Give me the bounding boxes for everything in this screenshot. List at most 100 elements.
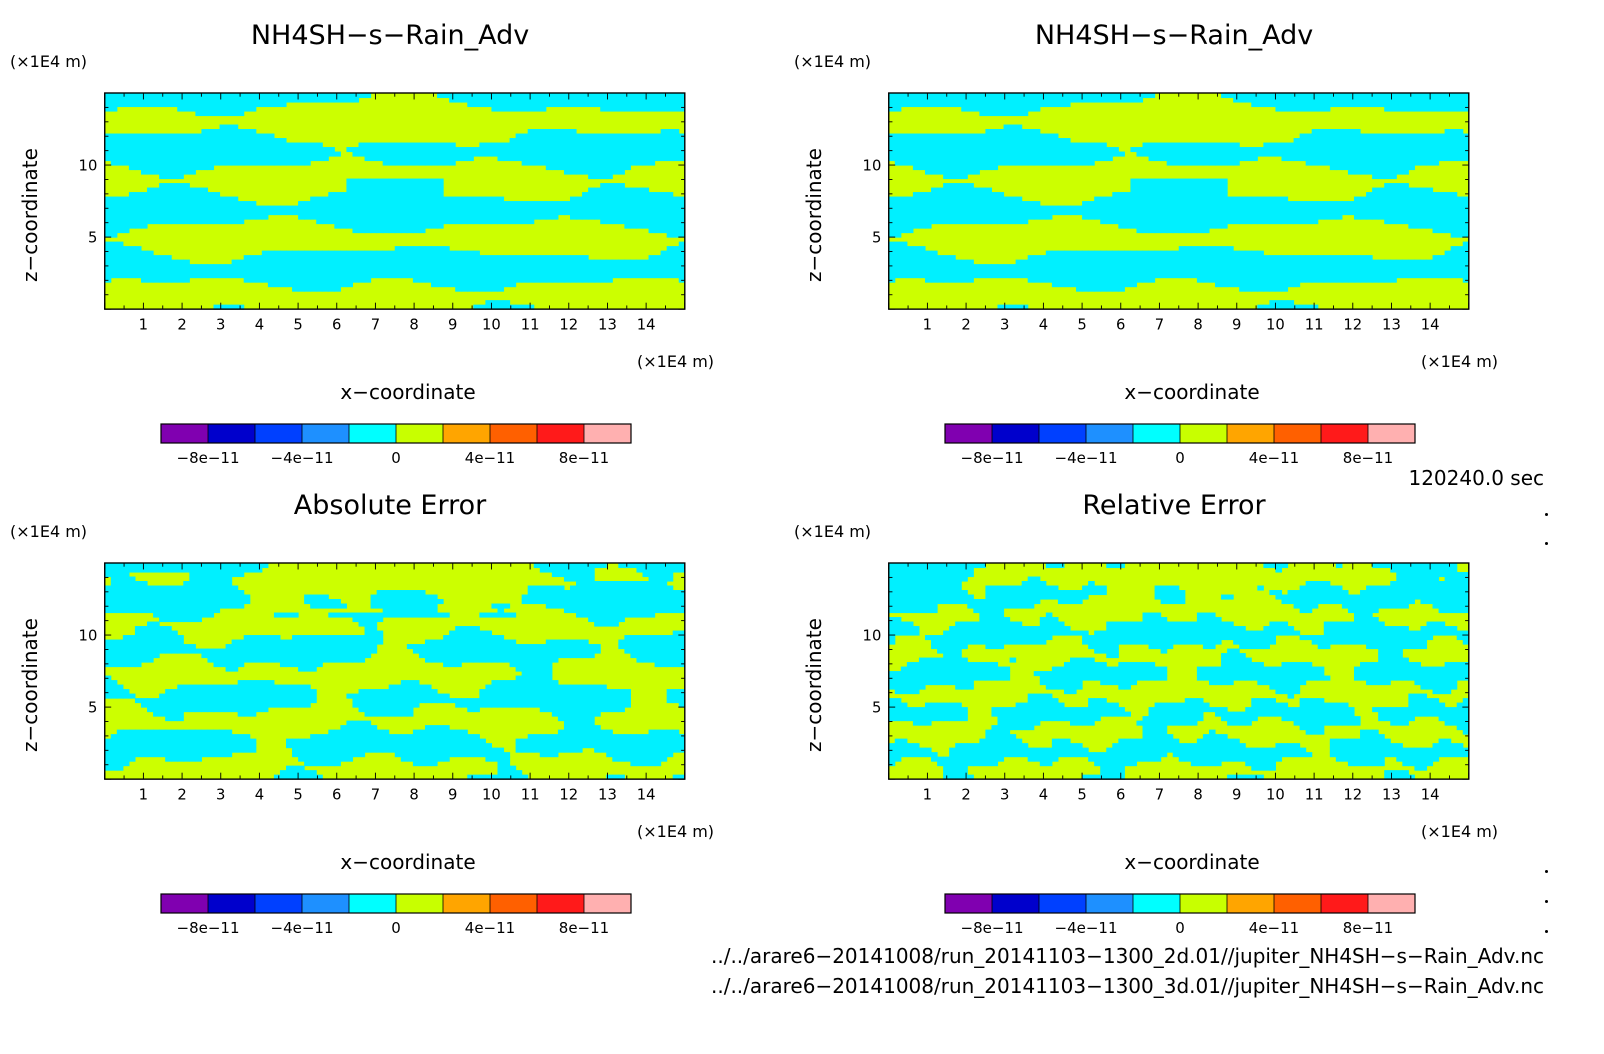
x-axis-label: x−coordinate (1124, 850, 1260, 874)
x-tick-label: 10 (1266, 786, 1285, 803)
contour-field (888, 93, 1470, 310)
contour-field (104, 563, 686, 780)
colorbar-swatch (208, 424, 256, 443)
colorbar-swatch (537, 894, 585, 913)
x-tick-label: 11 (1305, 786, 1324, 803)
file-path-2d: ../../arare6−20141008/run_20141103−1300_… (710, 944, 1544, 968)
panel-title: Relative Error (1082, 490, 1266, 521)
x-tick-label: 11 (521, 316, 540, 333)
x-tick-label: 1 (923, 316, 932, 333)
x-tick-label: 7 (1155, 786, 1164, 803)
colorbar: −8e−11 −4e−11 0 4e−11 8e−11 (944, 423, 1416, 467)
colorbar-swatch (1180, 894, 1228, 913)
x-unit: (×1E4 m) (1421, 352, 1499, 371)
x-tick-label: 8 (409, 316, 418, 333)
x-tick-label: 4 (1039, 316, 1048, 333)
panel-top-right: NH4SH−s−Rain_Adv (×1E4 m) z−coordinate 1… (784, 0, 1564, 470)
colorbar-swatch (396, 424, 444, 443)
x-tick-label: 7 (1155, 316, 1164, 333)
colorbar-label: 8e−11 (1343, 449, 1393, 467)
x-tick-label: 11 (1305, 316, 1324, 333)
x-axis-label: x−coordinate (1124, 380, 1260, 404)
x-tick-label: 3 (1000, 316, 1009, 333)
x-tick-label: 11 (521, 786, 540, 803)
x-tick-label: 14 (637, 316, 656, 333)
x-tick-label: 6 (332, 316, 341, 333)
x-tick-label: 10 (1266, 316, 1285, 333)
x-tick-label: 4 (255, 786, 264, 803)
x-tick-label: 10 (482, 316, 501, 333)
x-unit: (×1E4 m) (1421, 822, 1499, 841)
x-tick-label: 4 (255, 316, 264, 333)
file-path-3d: ../../arare6−20141008/run_20141103−1300_… (710, 974, 1544, 998)
y-tick-label: 5 (88, 230, 97, 247)
colorbar-swatch (1086, 424, 1134, 443)
x-tick-label: 6 (332, 786, 341, 803)
y-tick-label: 10 (863, 628, 882, 645)
x-tick-label: 2 (177, 786, 186, 803)
colorbar-swatch (992, 424, 1040, 443)
x-tick-label: 3 (216, 786, 225, 803)
panel-title: Absolute Error (293, 490, 487, 521)
colorbar-label: 0 (1175, 919, 1185, 937)
colorbar-label: −4e−11 (271, 449, 334, 467)
colorbar-swatch (584, 424, 632, 443)
colorbar-swatch (1321, 894, 1369, 913)
x-tick-label: 8 (1193, 316, 1202, 333)
colorbar-swatch (208, 894, 256, 913)
colorbar-label: −8e−11 (961, 919, 1024, 937)
y-tick-label: 5 (872, 700, 881, 717)
x-tick-label: 12 (1343, 786, 1362, 803)
x-tick-label: 5 (293, 316, 302, 333)
colorbar-label: −4e−11 (1055, 919, 1118, 937)
x-tick-label: 5 (293, 786, 302, 803)
colorbar-swatch (396, 894, 444, 913)
y-axis-label: z−coordinate (802, 148, 826, 282)
x-tick-label: 8 (1193, 786, 1202, 803)
colorbar-label: 0 (391, 449, 401, 467)
colorbar-label: 4e−11 (1249, 449, 1299, 467)
colorbar-label: 8e−11 (559, 919, 609, 937)
x-tick-label: 10 (482, 786, 501, 803)
y-unit: (×1E4 m) (10, 522, 88, 541)
decor-dot (1545, 900, 1548, 903)
x-tick-label: 12 (559, 786, 578, 803)
colorbar-swatch (1086, 894, 1134, 913)
x-tick-label: 12 (559, 316, 578, 333)
colorbar-swatch (945, 894, 993, 913)
colorbar-swatch (1133, 424, 1181, 443)
colorbar-swatch (1274, 424, 1322, 443)
colorbar-swatch (1274, 894, 1322, 913)
y-tick-label: 10 (863, 158, 882, 175)
x-tick-label: 1 (139, 786, 148, 803)
y-unit: (×1E4 m) (794, 522, 872, 541)
colorbar-label: 4e−11 (465, 919, 515, 937)
panel-title: NH4SH−s−Rain_Adv (1034, 20, 1314, 51)
y-unit: (×1E4 m) (10, 52, 88, 71)
x-tick-label: 3 (1000, 786, 1009, 803)
colorbar-swatch (349, 894, 397, 913)
colorbar-label: −8e−11 (961, 449, 1024, 467)
x-tick-label: 6 (1116, 316, 1125, 333)
x-axis-label: x−coordinate (340, 380, 476, 404)
decor-dot (1545, 930, 1548, 933)
x-tick-label: 14 (1421, 316, 1440, 333)
colorbar-swatch (302, 424, 350, 443)
x-tick-label: 9 (1232, 786, 1241, 803)
colorbar-swatch (584, 894, 632, 913)
x-tick-label: 9 (448, 786, 457, 803)
colorbar-swatch (1321, 424, 1369, 443)
x-tick-label: 2 (961, 786, 970, 803)
colorbar-swatch (302, 894, 350, 913)
y-axis-label: z−coordinate (18, 618, 42, 752)
colorbar: −8e−11 −4e−11 0 4e−11 8e−11 (160, 423, 632, 467)
x-tick-label: 9 (1232, 316, 1241, 333)
x-tick-label: 12 (1343, 316, 1362, 333)
colorbar-swatch (161, 424, 209, 443)
colorbar-swatch (443, 424, 491, 443)
colorbar-label: −8e−11 (177, 919, 240, 937)
x-tick-label: 13 (1382, 316, 1401, 333)
colorbar-swatch (992, 894, 1040, 913)
